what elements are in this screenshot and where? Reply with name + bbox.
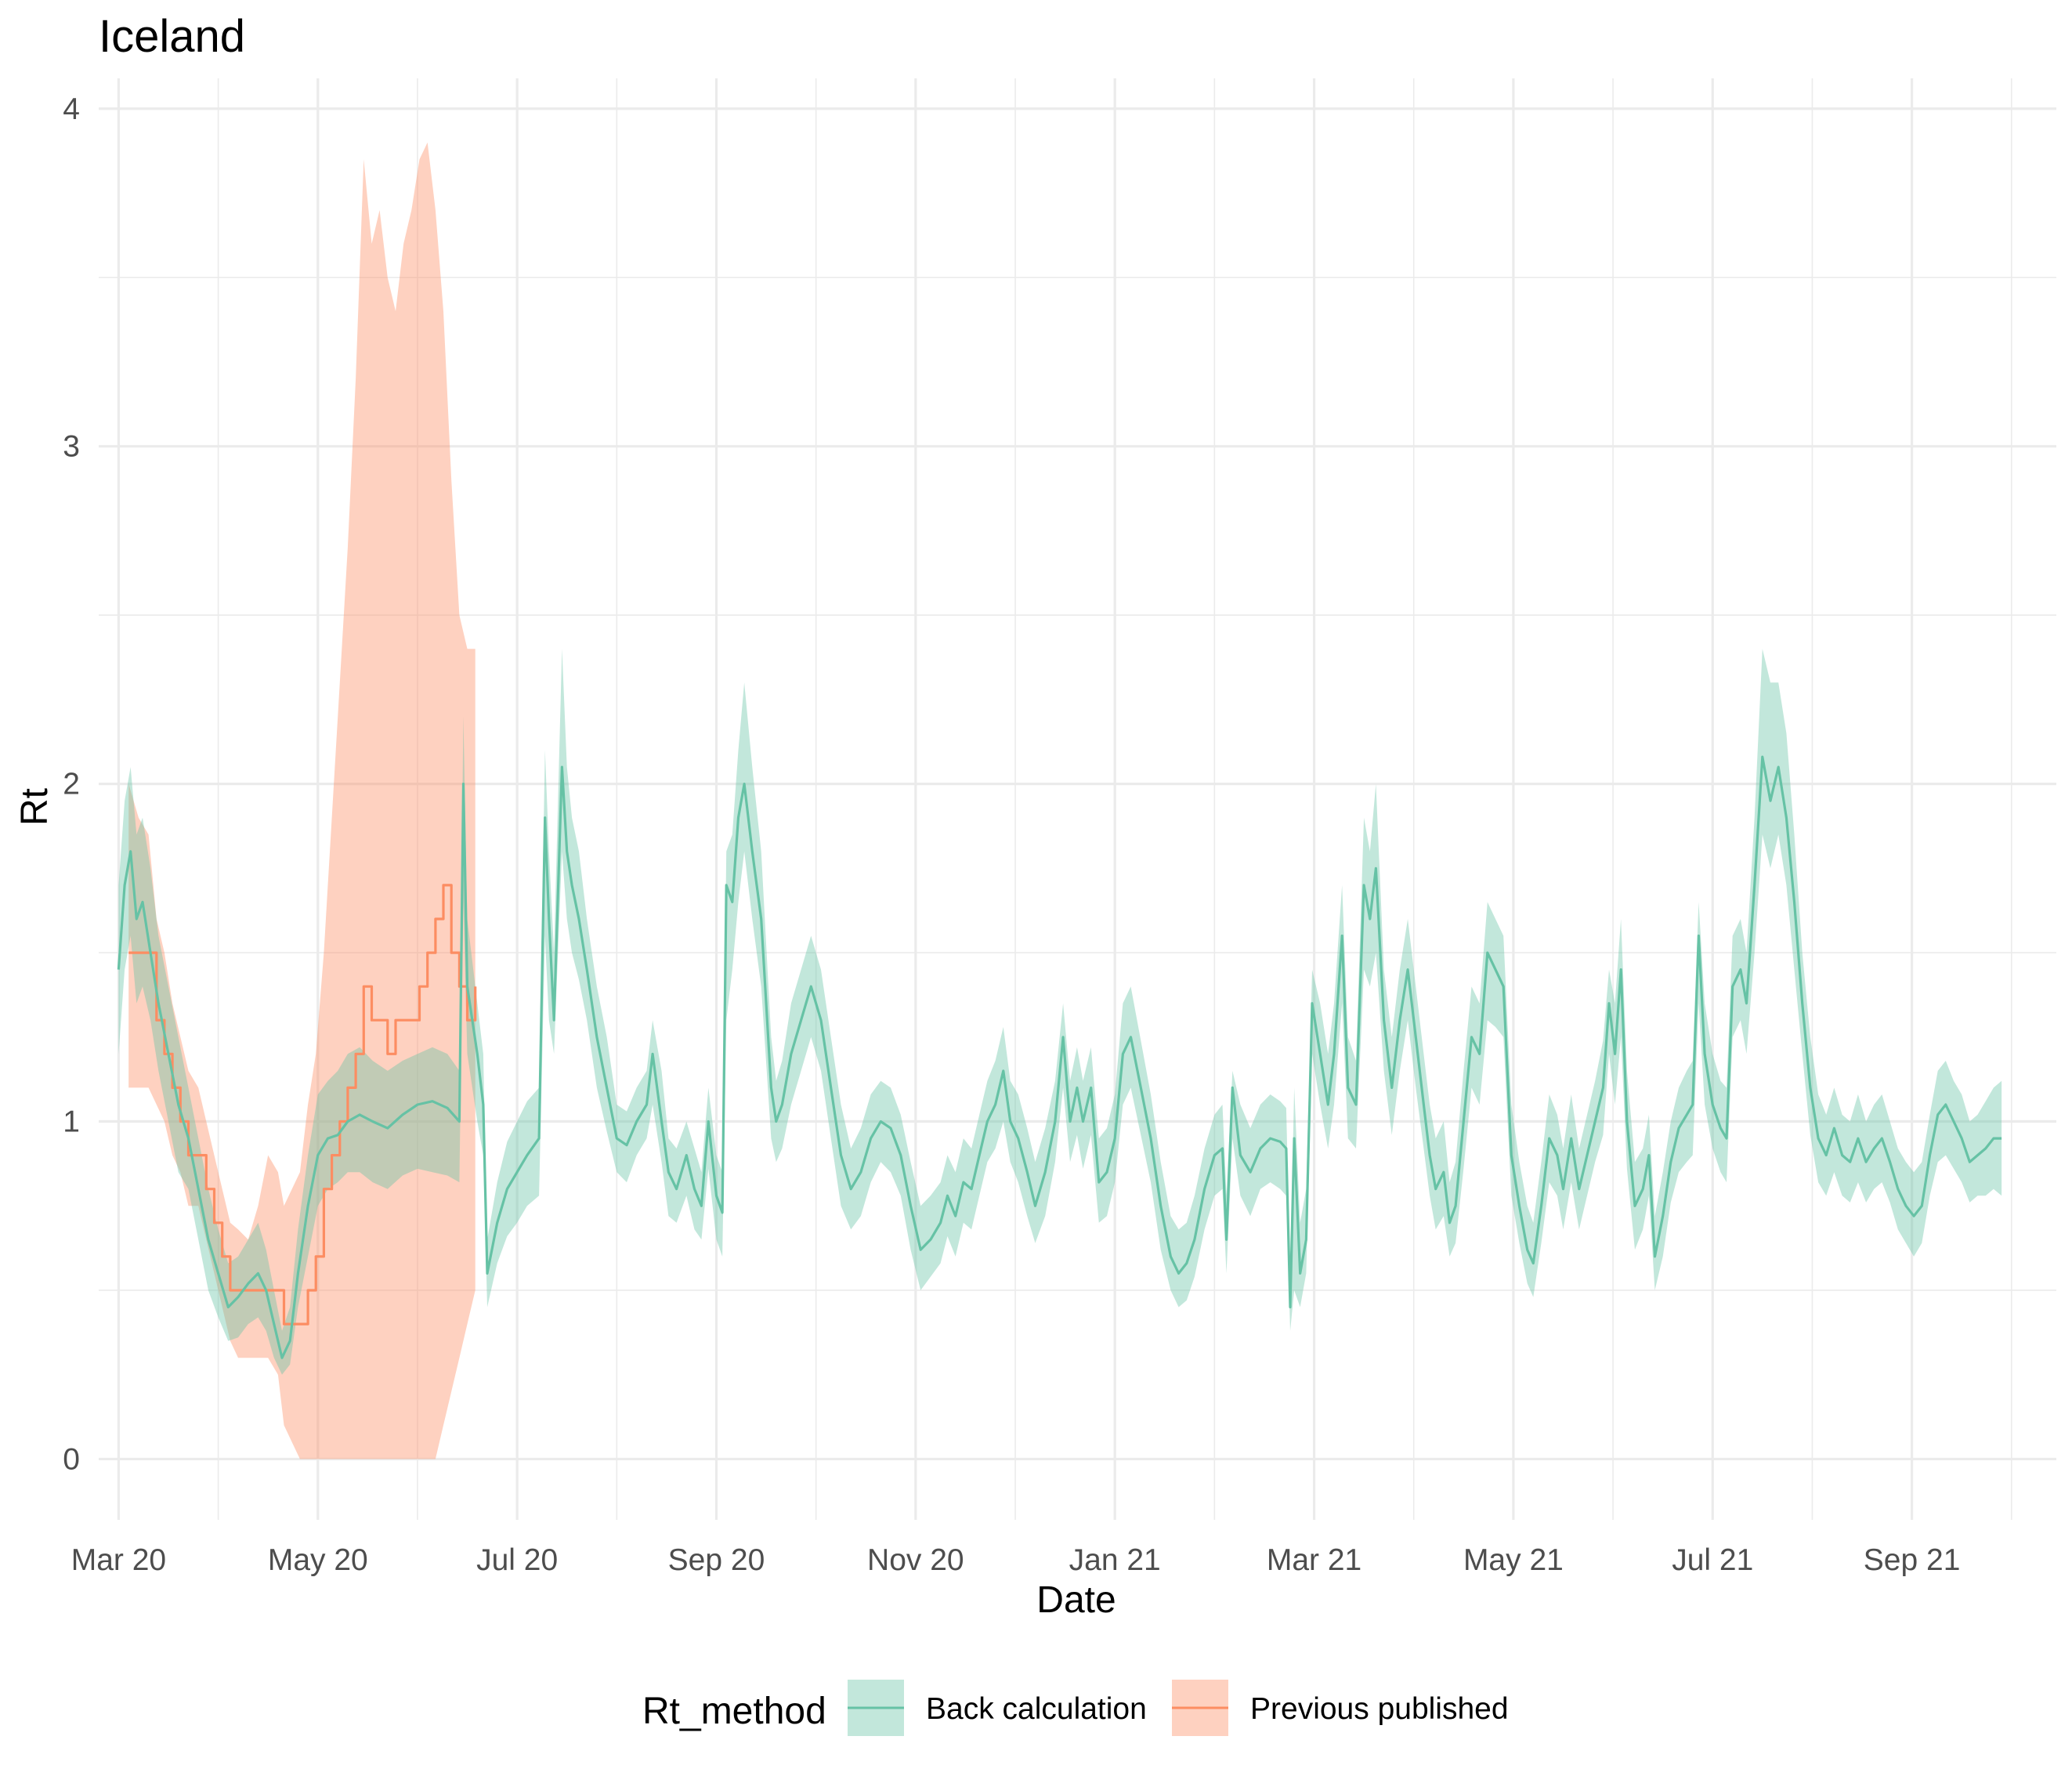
y-tick-label: 0 [63, 1442, 80, 1476]
legend: Rt_method Back calculation Previous publ… [642, 1680, 1509, 1736]
confidence-ribbons [118, 142, 2002, 1460]
legend-item-previous-published[interactable]: Previous published [1172, 1680, 1509, 1736]
x-tick-label: Jan 21 [1069, 1543, 1161, 1577]
x-tick-label: Mar 21 [1267, 1543, 1361, 1577]
y-axis-ticks: 0 1 2 3 4 [63, 92, 80, 1477]
x-tick-label: Sep 20 [668, 1543, 765, 1577]
y-axis-title: Rt [14, 788, 56, 826]
x-tick-label: Mar 20 [71, 1543, 166, 1577]
x-tick-label: Jul 20 [476, 1543, 558, 1577]
x-axis-ticks: Mar 20 May 20 Jul 20 Sep 20 Nov 20 Jan 21 Mar … [71, 1543, 1961, 1577]
y-tick-label: 4 [63, 92, 80, 126]
line-previous-published [128, 884, 477, 1326]
y-tick-label: 3 [63, 430, 80, 464]
x-tick-label: May 21 [1463, 1543, 1564, 1577]
legend-title: Rt_method [642, 1691, 826, 1732]
gridlines [99, 78, 2056, 1520]
chart-title: Iceland [99, 11, 245, 62]
x-tick-label: Sep 21 [1864, 1543, 1961, 1577]
line-back-calculation [117, 755, 2002, 1359]
legend-item-back-calculation[interactable]: Back calculation [848, 1680, 1147, 1736]
legend-label-back-calculation: Back calculation [926, 1692, 1147, 1726]
x-axis-title: Date [1036, 1579, 1116, 1621]
x-tick-label: Nov 20 [867, 1543, 964, 1577]
legend-label-previous-published: Previous published [1250, 1692, 1509, 1726]
series-lines [117, 755, 2002, 1359]
x-tick-label: May 20 [268, 1543, 368, 1577]
x-tick-label: Jul 21 [1672, 1543, 1753, 1577]
y-tick-label: 1 [63, 1105, 80, 1139]
ribbon-previous-published [128, 142, 476, 1460]
y-tick-label: 2 [63, 768, 80, 801]
